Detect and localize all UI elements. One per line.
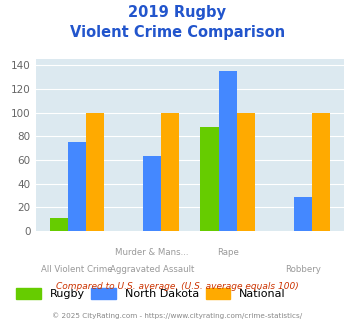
Bar: [312, 113, 330, 231]
Bar: [50, 218, 68, 231]
Text: Murder & Mans...: Murder & Mans...: [115, 248, 189, 257]
Bar: [161, 113, 179, 231]
Bar: [68, 142, 86, 231]
Text: Robbery: Robbery: [285, 265, 321, 274]
Bar: [219, 71, 237, 231]
Legend: Rugby, North Dakota, National: Rugby, North Dakota, National: [16, 288, 286, 299]
Text: Rape: Rape: [217, 248, 239, 257]
Text: Aggravated Assault: Aggravated Assault: [110, 265, 195, 274]
Text: © 2025 CityRating.com - https://www.cityrating.com/crime-statistics/: © 2025 CityRating.com - https://www.city…: [53, 312, 302, 318]
Text: Compared to U.S. average. (U.S. average equals 100): Compared to U.S. average. (U.S. average …: [56, 282, 299, 291]
Bar: [201, 127, 219, 231]
Bar: [294, 197, 312, 231]
Text: Violent Crime Comparison: Violent Crime Comparison: [70, 25, 285, 40]
Bar: [237, 113, 255, 231]
Bar: [86, 113, 104, 231]
Text: All Violent Crime: All Violent Crime: [41, 265, 113, 274]
Bar: [143, 156, 161, 231]
Text: 2019 Rugby: 2019 Rugby: [129, 5, 226, 20]
